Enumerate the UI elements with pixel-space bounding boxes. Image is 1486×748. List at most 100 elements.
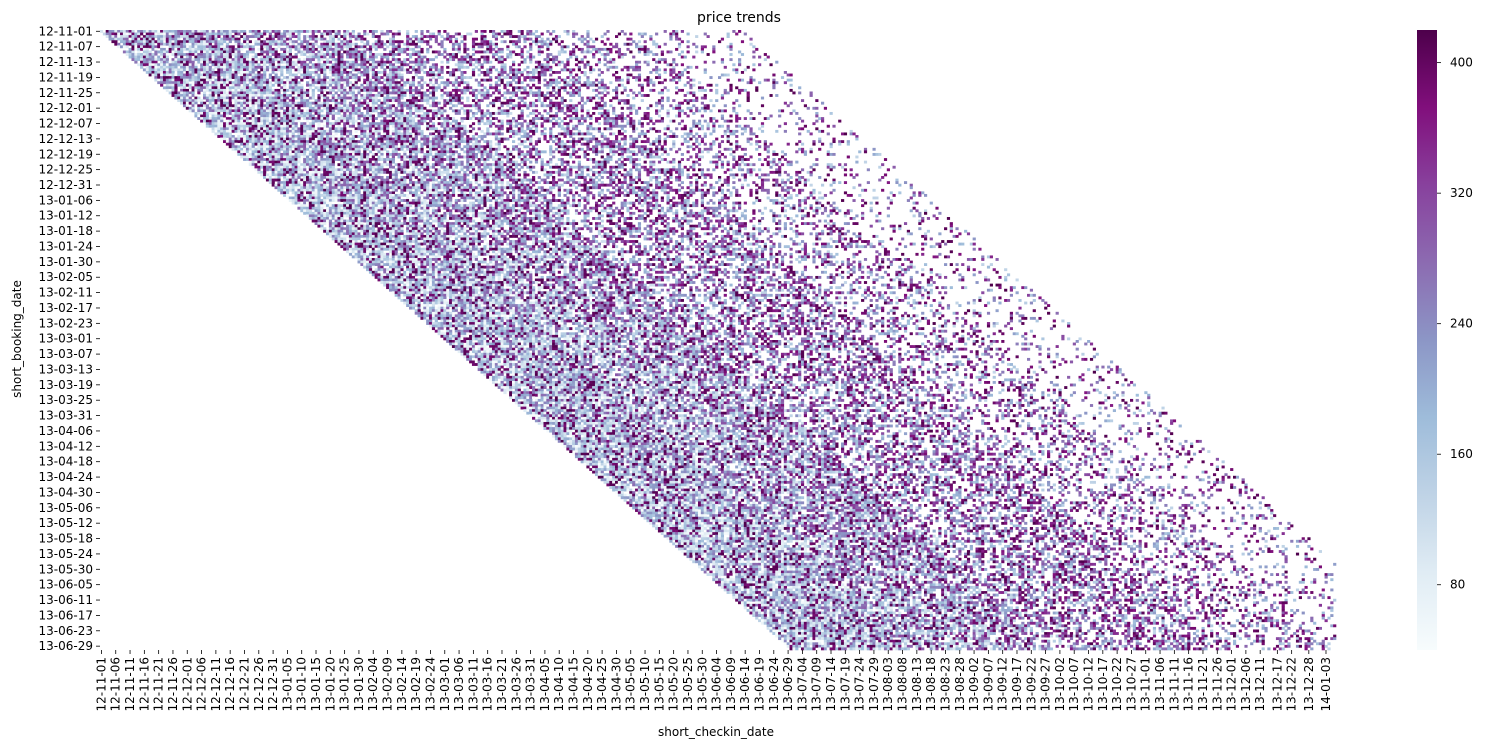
x-tick-label: 13-02-19	[409, 657, 423, 711]
x-tick-label: 13-10-07	[1067, 657, 1081, 711]
x-tick-label: 13-10-02	[1053, 657, 1067, 711]
y-tick-label: 13-04-12	[39, 439, 93, 453]
y-tick-label: 13-04-06	[39, 424, 93, 438]
y-tick-label: 13-03-31	[39, 409, 93, 423]
x-tick-label: 13-11-01	[1139, 657, 1153, 711]
x-tick-label: 13-04-30	[609, 657, 623, 711]
x-tick-label: 13-07-29	[867, 657, 881, 711]
x-tick-label: 13-01-20	[323, 657, 337, 711]
x-tick-label: 13-02-04	[366, 657, 380, 711]
x-tick-label: 13-05-10	[638, 657, 652, 711]
y-tick-label: 13-04-24	[39, 470, 93, 484]
y-tick-label: 13-06-11	[39, 593, 93, 607]
x-tick-label: 13-01-10	[295, 657, 309, 711]
x-tick-label: 13-05-30	[695, 657, 709, 711]
x-tick-label: 13-12-11	[1253, 657, 1267, 711]
x-tick-label: 13-09-07	[981, 657, 995, 711]
x-tick-label: 12-11-06	[109, 657, 123, 711]
x-tick-label: 12-12-06	[195, 657, 209, 711]
x-tick-label: 13-06-04	[710, 657, 724, 711]
x-tick-label: 12-12-11	[209, 657, 223, 711]
y-tick-label: 13-05-12	[39, 516, 93, 530]
x-tick-label: 13-03-06	[452, 657, 466, 711]
x-tick-label: 13-08-18	[924, 657, 938, 711]
y-tick-label: 12-11-19	[39, 70, 93, 84]
x-tick-label: 13-09-12	[996, 657, 1010, 711]
colorbar-tick-label: 240	[1450, 317, 1473, 331]
x-tick-label: 13-04-15	[567, 657, 581, 711]
x-tick-label: 13-11-21	[1196, 657, 1210, 711]
y-tick-label: 13-02-17	[39, 301, 93, 315]
x-tick-label: 12-11-16	[137, 657, 151, 711]
x-tick-label: 13-09-27	[1039, 657, 1053, 711]
y-tick-label: 13-03-07	[39, 347, 93, 361]
y-axis: 12-11-0112-11-0712-11-1312-11-1912-11-25…	[39, 24, 100, 653]
colorbar-tick-label: 160	[1450, 447, 1473, 461]
y-tick-label: 12-11-01	[39, 24, 93, 38]
x-tick-label: 13-10-22	[1110, 657, 1124, 711]
x-tick-label: 12-12-31	[266, 657, 280, 711]
x-tick-label: 14-01-03	[1319, 657, 1333, 711]
x-tick-label: 13-10-17	[1096, 657, 1110, 711]
x-tick-label: 13-06-19	[752, 657, 766, 711]
x-tick-label: 13-01-30	[352, 657, 366, 711]
x-tick-label: 13-07-09	[810, 657, 824, 711]
colorbar-tick-label: 320	[1450, 186, 1473, 200]
x-tick-label: 13-09-17	[1010, 657, 1024, 711]
heatmap-cells	[100, 30, 1336, 650]
x-tick-label: 13-05-25	[681, 657, 695, 711]
x-tick-label: 13-06-29	[781, 657, 795, 711]
x-tick-label: 13-01-15	[309, 657, 323, 711]
x-tick-label: 13-08-13	[910, 657, 924, 711]
y-tick-label: 13-01-06	[39, 193, 93, 207]
x-tick-label: 13-05-20	[667, 657, 681, 711]
colorbar-tick-label: 400	[1450, 56, 1473, 70]
x-tick-label: 12-11-26	[166, 657, 180, 711]
x-tick-label: 13-02-14	[395, 657, 409, 711]
x-tick-label: 13-03-11	[466, 657, 480, 711]
x-tick-label: 12-11-21	[152, 657, 166, 711]
x-tick-label: 13-04-20	[581, 657, 595, 711]
x-tick-label: 13-04-25	[595, 657, 609, 711]
x-tick-label: 13-09-22	[1024, 657, 1038, 711]
y-tick-label: 12-11-13	[39, 55, 93, 69]
y-tick-label: 13-01-24	[39, 239, 93, 253]
chart-title: price trends	[697, 10, 781, 26]
x-tick-label: 12-12-16	[223, 657, 237, 711]
x-tick-label: 13-11-26	[1210, 657, 1224, 711]
x-tick-label: 12-11-11	[123, 657, 137, 711]
x-tick-label: 13-05-15	[652, 657, 666, 711]
x-tick-label: 13-03-31	[524, 657, 538, 711]
y-tick-label: 13-05-06	[39, 501, 93, 515]
y-tick-label: 13-05-18	[39, 532, 93, 546]
x-tick-label: 13-12-28	[1302, 657, 1316, 711]
x-tick-label: 13-06-09	[724, 657, 738, 711]
x-tick-label: 13-08-03	[881, 657, 895, 711]
x-tick-label: 12-12-21	[237, 657, 251, 711]
y-tick-label: 12-12-31	[39, 178, 93, 192]
y-tick-label: 13-06-23	[39, 624, 93, 638]
y-tick-label: 13-03-19	[39, 378, 93, 392]
x-axis: 12-11-01 12-11-06 12-11-11 12-11-16 12-11-21…	[94, 650, 1333, 711]
x-tick-label: 13-12-01	[1225, 657, 1239, 711]
y-tick-label: 12-11-25	[39, 86, 93, 100]
x-tick-label: 13-07-24	[853, 657, 867, 711]
x-tick-label: 13-03-16	[481, 657, 495, 711]
x-tick-label: 13-10-12	[1082, 657, 1096, 711]
x-tick-label: 13-01-25	[338, 657, 352, 711]
x-tick-label: 13-11-16	[1182, 657, 1196, 711]
colorbar	[1417, 30, 1437, 650]
x-tick-label: 13-03-01	[438, 657, 452, 711]
y-tick-label: 13-05-30	[39, 562, 93, 576]
x-tick-label: 13-04-05	[538, 657, 552, 711]
x-tick-label: 13-08-23	[938, 657, 952, 711]
x-tick-label: 13-08-08	[896, 657, 910, 711]
x-tick-label: 13-08-28	[953, 657, 967, 711]
x-tick-label: 13-12-17	[1270, 657, 1284, 711]
y-tick-label: 13-03-25	[39, 393, 93, 407]
x-tick-label: 13-12-06	[1239, 657, 1253, 711]
x-tick-label: 12-11-01	[94, 657, 108, 711]
x-axis-label: short_checkin_date	[658, 725, 774, 739]
x-tick-label: 13-07-14	[824, 657, 838, 711]
